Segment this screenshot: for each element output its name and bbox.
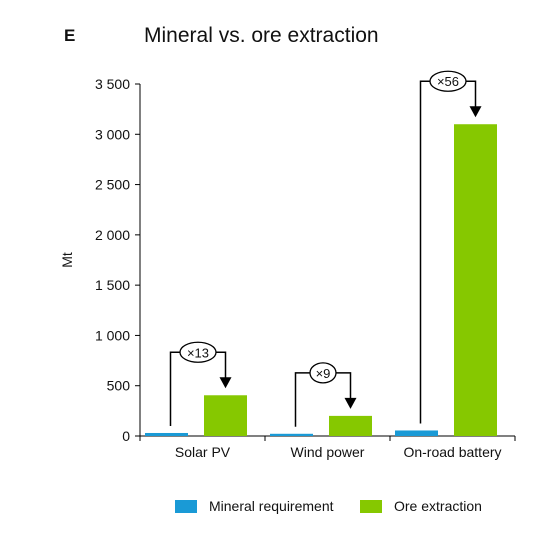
y-tick-label: 0 — [122, 428, 130, 444]
legend-item-mineral: Mineral requirement — [175, 498, 334, 514]
panel-letter: E — [64, 26, 76, 45]
bar-ore-0 — [204, 395, 247, 436]
y-tick-label: 3 000 — [95, 126, 130, 142]
chart-title: Mineral vs. ore extraction — [144, 24, 379, 47]
bar-ore-2 — [454, 124, 497, 436]
annotation-label: ×13 — [187, 345, 209, 360]
annotation-ellipse — [429, 70, 467, 92]
y-axis-label: Mt — [59, 252, 75, 268]
annotation-label: ×9 — [316, 366, 331, 381]
annotation-ellipse — [179, 341, 217, 363]
legend-swatch-mineral — [175, 499, 197, 513]
annotation-label: ×56 — [437, 74, 459, 89]
y-tick-label: 2 000 — [95, 227, 130, 243]
legend-label-mineral: Mineral requirement — [209, 498, 334, 514]
legend-item-ore: Ore extraction — [360, 498, 482, 514]
bar-mineral-2 — [395, 430, 438, 436]
legend-swatch-ore — [360, 499, 382, 513]
y-tick-label: 1 500 — [95, 277, 130, 293]
annotation-ellipse — [309, 362, 337, 384]
annotation-arrowhead — [219, 377, 232, 389]
bar-ore-1 — [329, 415, 372, 436]
category-label: Wind power — [291, 444, 365, 460]
y-tick-label: 1 000 — [95, 327, 130, 343]
category-label: On-road battery — [403, 444, 501, 460]
y-tick-label: 2 500 — [95, 177, 130, 193]
annotation-arrowhead — [469, 106, 482, 118]
legend: Mineral requirement Ore extraction — [0, 498, 538, 520]
bar-mineral-0 — [145, 432, 188, 436]
y-tick-label: 3 500 — [95, 76, 130, 92]
bar-mineral-1 — [270, 433, 313, 436]
category-label: Solar PV — [175, 444, 231, 460]
y-tick-label: 500 — [107, 378, 131, 394]
legend-label-ore: Ore extraction — [394, 498, 482, 514]
annotation-arrowhead — [344, 397, 357, 409]
